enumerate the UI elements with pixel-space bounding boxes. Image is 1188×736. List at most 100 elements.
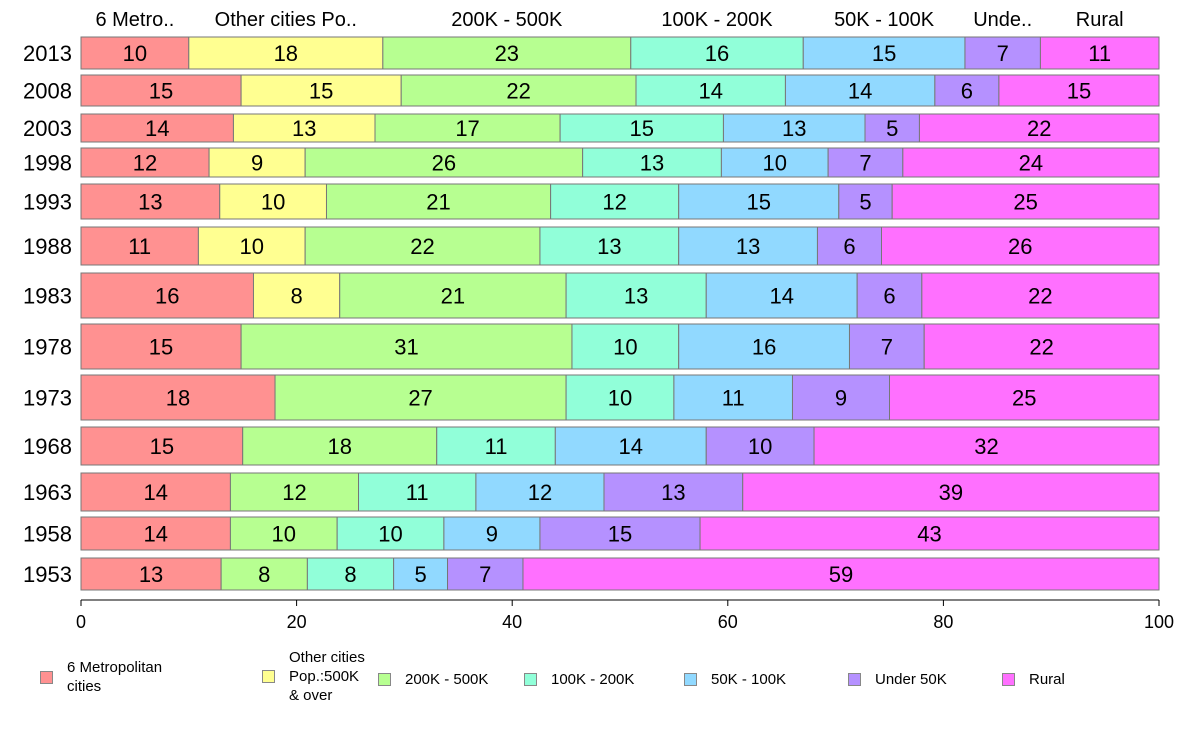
bar-value-label: 11 (406, 480, 429, 505)
bar-value-label: 14 (698, 79, 722, 104)
bar-value-label: 26 (432, 151, 456, 176)
bar-value-label: 11 (485, 434, 508, 459)
bar-value-label: 15 (872, 41, 896, 66)
y-tick-label: 1963 (23, 480, 72, 505)
bar-value-label: 7 (997, 41, 1009, 66)
bar-segment (358, 472, 477, 512)
y-tick-label: 1988 (23, 234, 72, 259)
x-tick-label: 100 (1144, 612, 1174, 632)
bar-segment (864, 113, 920, 143)
legend-item: 50K - 100K (684, 670, 786, 689)
legend-label: 100K - 200K (551, 671, 635, 688)
bar-segment (791, 374, 890, 421)
bar-value-label: 22 (1027, 116, 1051, 141)
bar-segment (559, 113, 724, 143)
bar-value-label: 31 (394, 335, 418, 360)
bar-segment (673, 374, 793, 421)
bar-segment (813, 426, 1160, 466)
bar-value-label: 25 (1012, 386, 1036, 411)
bar-segment (856, 272, 923, 319)
bar-value-label: 10 (613, 335, 637, 360)
bar-segment (374, 113, 561, 143)
series-header-label: 200K - 500K (451, 9, 563, 31)
bar-segment (306, 557, 395, 591)
bar-segment (678, 323, 850, 370)
bar-segment (802, 36, 966, 70)
y-tick-label: 1973 (23, 386, 72, 411)
bar-value-label: 6 (883, 284, 895, 309)
legend-label: Other cities Pop.:500K & over (289, 649, 365, 704)
legend-label: Rural (1029, 671, 1065, 688)
bar-value-label: 14 (619, 434, 643, 459)
bar-value-label: 13 (139, 562, 163, 587)
bar-segment (220, 557, 308, 591)
legend-item: 200K - 500K (378, 670, 488, 689)
bar-segment (232, 113, 376, 143)
bar-segment (934, 74, 1000, 107)
legend-item: 6 Metropolitan cities (40, 658, 162, 696)
bar-segment (80, 516, 231, 551)
bar-value-label: 18 (274, 41, 298, 66)
bar-value-label: 8 (344, 562, 356, 587)
bar-value-label: 15 (1067, 79, 1091, 104)
bar-value-label: 10 (763, 151, 787, 176)
bar-value-label: 14 (143, 522, 167, 547)
bar-value-label: 10 (378, 522, 402, 547)
bar-value-label: 15 (608, 522, 632, 547)
bar-segment (889, 374, 1160, 421)
legend-item: Other cities Pop.:500K & over (262, 648, 365, 705)
bar-segment (522, 557, 1160, 591)
bar-segment (816, 226, 882, 266)
bar-segment (80, 183, 221, 220)
series-header-label: 6 Metro.. (95, 9, 174, 31)
bar-value-label: 15 (747, 190, 771, 215)
bar-segment (336, 516, 445, 551)
bar-segment (80, 74, 242, 107)
bar-value-label: 14 (848, 79, 872, 104)
y-tick-label: 1998 (23, 151, 72, 176)
bar-value-label: 23 (495, 41, 519, 66)
bar-segment (80, 472, 231, 512)
bar-value-label: 26 (1008, 234, 1032, 259)
bar-segment (80, 426, 244, 466)
y-tick-label: 1978 (23, 335, 72, 360)
bar-value-label: 13 (624, 284, 648, 309)
bar-value-label: 7 (881, 335, 893, 360)
y-tick-label: 2003 (23, 116, 72, 141)
bar-segment (539, 226, 680, 266)
bar-value-label: 21 (426, 190, 450, 215)
bar-value-label: 27 (408, 386, 432, 411)
legend-label: 200K - 500K (405, 671, 489, 688)
bar-value-label: 18 (327, 434, 351, 459)
bar-segment (964, 36, 1041, 70)
bar-segment (918, 113, 1160, 143)
series-header-label: 50K - 100K (834, 9, 935, 31)
legend-swatch (524, 673, 537, 686)
y-tick-label: 2013 (23, 41, 72, 66)
bar-segment (1039, 36, 1160, 70)
bar-value-label: 7 (859, 151, 871, 176)
bar-segment (339, 272, 567, 319)
bar-segment (436, 426, 556, 466)
bar-segment (208, 147, 306, 178)
bar-segment (998, 74, 1160, 107)
y-tick-label: 1958 (23, 522, 72, 547)
legend-swatch (1002, 673, 1015, 686)
bar-value-label: 10 (261, 190, 285, 215)
x-tick-label: 20 (287, 612, 307, 632)
bar-value-label: 6 (961, 79, 973, 104)
bar-segment (705, 272, 858, 319)
bar-value-label: 11 (1088, 41, 1111, 66)
bar-segment (565, 374, 675, 421)
bar-value-label: 9 (835, 386, 847, 411)
bar-value-label: 10 (123, 41, 147, 66)
bar-value-label: 16 (752, 335, 776, 360)
legend: 6 Metropolitan cities Other cities Pop.:5… (0, 648, 1188, 728)
bar-segment (923, 323, 1160, 370)
bar-segment (80, 147, 210, 178)
legend-item: 100K - 200K (524, 670, 634, 689)
bar-segment (229, 516, 338, 551)
bar-value-label: 10 (748, 434, 772, 459)
bar-value-label: 21 (441, 284, 465, 309)
